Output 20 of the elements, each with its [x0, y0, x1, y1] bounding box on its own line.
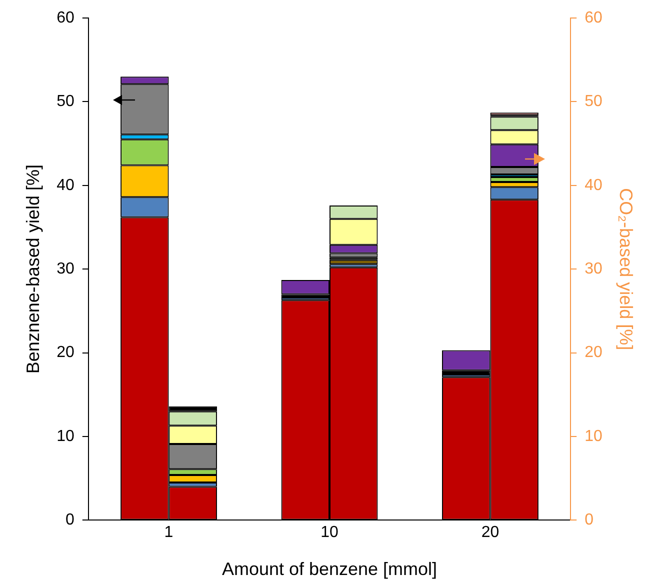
y2-axis-title: CO₂-based yield [%]	[616, 188, 636, 350]
y-tick-label: 40	[56, 176, 74, 194]
y2-tick-label: 60	[584, 9, 602, 26]
y2-tick-label: 10	[584, 428, 602, 445]
x-tick-label: 10	[320, 524, 338, 542]
x-tick-label: 1	[164, 524, 174, 542]
y2-tick-label: 40	[584, 176, 602, 194]
y-axis-title: Benznene-based yield [%]	[22, 164, 43, 374]
y-tick-label: 60	[56, 9, 74, 26]
y-tick-label: 50	[56, 93, 74, 110]
x-axis-title: Amount of benzene [mmol]	[222, 559, 438, 580]
y2-tick-label: 0	[584, 512, 594, 529]
y-tick-label: 30	[56, 260, 74, 278]
y-tick-label: 10	[56, 428, 74, 445]
x-tick-label: 20	[481, 524, 500, 542]
y2-tick-label: 50	[584, 93, 602, 110]
y2-tick-label: 30	[584, 260, 602, 278]
y2-tick-label: 20	[584, 344, 602, 362]
y-tick-label: 20	[56, 344, 74, 362]
y-tick-label: 0	[65, 512, 74, 529]
